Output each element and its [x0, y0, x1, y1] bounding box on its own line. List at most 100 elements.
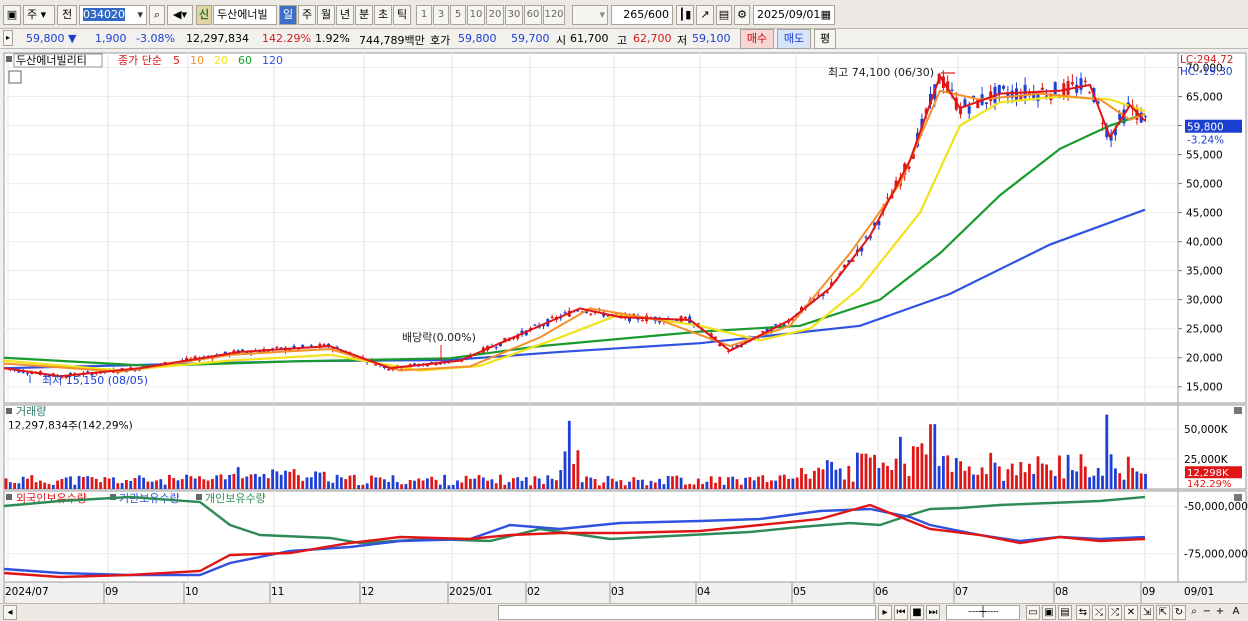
x-tick-label: 06	[875, 586, 889, 598]
interval-button-3[interactable]: 3	[433, 5, 449, 25]
scroll-left-icon[interactable]: ◂	[3, 605, 17, 620]
x-tick-label: 07	[955, 586, 968, 598]
volume-bar	[529, 485, 532, 489]
period-tab-6[interactable]: 틱	[393, 5, 411, 25]
candle-body	[894, 180, 898, 188]
layout-icon-1[interactable]: ▭	[1026, 605, 1040, 620]
period-tab-1[interactable]: 주	[298, 5, 316, 25]
interval-button-120[interactable]: 120	[543, 5, 565, 25]
tool-icon-6[interactable]: ⇱	[1156, 605, 1170, 620]
panel-toggle-icon[interactable]: ▸	[3, 30, 13, 46]
indicator-icon[interactable]: ↗	[696, 5, 714, 25]
search-icon[interactable]: ⌕	[149, 5, 165, 25]
market-select[interactable]: 주 ▾	[23, 5, 55, 25]
tool-icon-3[interactable]: ⤮	[1108, 605, 1122, 620]
volume-bar	[400, 484, 403, 489]
period-tab-2[interactable]: 월	[317, 5, 335, 25]
interval-button-60[interactable]: 60	[524, 5, 542, 25]
stop-icon[interactable]: ■	[910, 605, 924, 620]
volume-bar	[967, 466, 971, 489]
eval-button[interactable]: 평	[814, 29, 836, 49]
volume-bar	[830, 461, 833, 489]
candle-body	[774, 324, 778, 326]
y-tick-label: 45,000	[1186, 208, 1223, 220]
credit-badge[interactable]: 신	[196, 5, 212, 25]
tool-icon-4[interactable]: ✕	[1124, 605, 1138, 620]
interval-button-20[interactable]: 20	[486, 5, 504, 25]
volume-bar	[271, 469, 274, 489]
date-field[interactable]: 2025/09/01 ▦	[753, 5, 835, 25]
volume-bar	[585, 476, 588, 489]
scroll-thumb[interactable]	[498, 605, 876, 620]
volume-bar	[507, 482, 511, 489]
sell-button[interactable]: 매도	[777, 29, 811, 49]
candle-body	[494, 347, 498, 349]
tool-icon-5[interactable]: ⇲	[1140, 605, 1154, 620]
interval-button-5[interactable]: 5	[450, 5, 466, 25]
count-field[interactable]: 265/600	[611, 5, 673, 25]
volume-bar	[959, 461, 962, 489]
bid-label: 호가	[430, 34, 451, 47]
zoom-in-icon[interactable]: +	[1215, 606, 1225, 617]
high-price: 62,700	[633, 32, 672, 45]
calendar-icon[interactable]: ▦	[820, 8, 831, 21]
period-tab-4[interactable]: 분	[355, 5, 373, 25]
volume-bar	[1118, 473, 1122, 489]
font-size-icon[interactable]: A	[1232, 606, 1240, 617]
code-input[interactable]: 034020 ▾	[79, 5, 147, 25]
volume-bar	[619, 480, 623, 489]
period-tab-0[interactable]: 일	[279, 5, 297, 25]
speaker-icon[interactable]: ◀▾	[167, 5, 193, 25]
zoom-icon[interactable]: ⌕	[1191, 606, 1197, 617]
layout-icon-2[interactable]: ▣	[1042, 605, 1056, 620]
interval-button-1[interactable]: 1	[416, 5, 432, 25]
period-tab-5[interactable]: 초	[374, 5, 392, 25]
volume-bar	[563, 451, 567, 489]
volume-bar	[589, 477, 593, 489]
last-page-icon[interactable]: ⏭	[926, 605, 940, 620]
chart-scrollbar[interactable]: ◂ ▸ ⏮ ■ ⏭ ┈┈┼┈┈ ▭ ▣ ▤ ⇆ ⤯ ⤮ ✕ ⇲ ⇱ ↻ ⌕ − …	[0, 603, 1248, 621]
volume-bar	[305, 477, 309, 489]
volume-bar	[1105, 414, 1109, 489]
interval-dropdown[interactable]: ▾	[572, 5, 608, 25]
scroll-right-icon[interactable]: ▸	[878, 605, 892, 620]
volume-bar	[722, 484, 726, 489]
zoom-out-icon[interactable]: −	[1202, 606, 1212, 617]
tool-icon-2[interactable]: ⤯	[1092, 605, 1106, 620]
volume-bar	[911, 446, 915, 489]
volume-value: 12,297,834	[186, 32, 249, 45]
y-tick-label: 70,000	[1186, 63, 1223, 75]
candle-body	[1070, 82, 1074, 85]
tool-icon-1[interactable]: ⇆	[1076, 605, 1090, 620]
candle-type-icon[interactable]: ┃▮	[676, 5, 694, 25]
volume-bar	[1083, 466, 1087, 489]
volume-bar	[520, 480, 524, 489]
volume-bar	[666, 475, 670, 489]
interval-button-10[interactable]: 10	[467, 5, 485, 25]
volume-bar	[899, 436, 902, 489]
zoom-slider[interactable]: ┈┈┼┈┈	[946, 605, 1020, 620]
volume-bar	[684, 484, 687, 489]
first-page-icon[interactable]: ⏮	[894, 605, 908, 620]
volume-bar	[976, 474, 980, 489]
volume-bar	[731, 476, 735, 489]
volume-bar	[322, 471, 326, 489]
prev-button[interactable]: 전	[57, 5, 77, 25]
buy-button[interactable]: 매수	[740, 29, 774, 49]
settings-icon[interactable]: ⚙	[734, 5, 750, 25]
save-icon[interactable]: ▤	[716, 5, 732, 25]
volume-bar	[254, 473, 257, 489]
x-tick-label: 09	[105, 586, 118, 598]
volume-bar	[13, 482, 16, 489]
stock-chart[interactable]: 70,00065,00060,00055,00050,00045,00040,0…	[0, 50, 1248, 603]
refresh-icon[interactable]: ↻	[1172, 605, 1186, 620]
candle-body	[972, 95, 975, 98]
volume-bar	[881, 462, 885, 489]
layout-icon-3[interactable]: ▤	[1058, 605, 1072, 620]
price-change-pct: -3.08%	[136, 32, 175, 45]
interval-button-30[interactable]: 30	[505, 5, 523, 25]
period-tab-3[interactable]: 년	[336, 5, 354, 25]
volume-bar	[335, 474, 339, 489]
volume-bar	[512, 478, 515, 489]
window-menu-icon[interactable]: ▣	[3, 5, 21, 25]
